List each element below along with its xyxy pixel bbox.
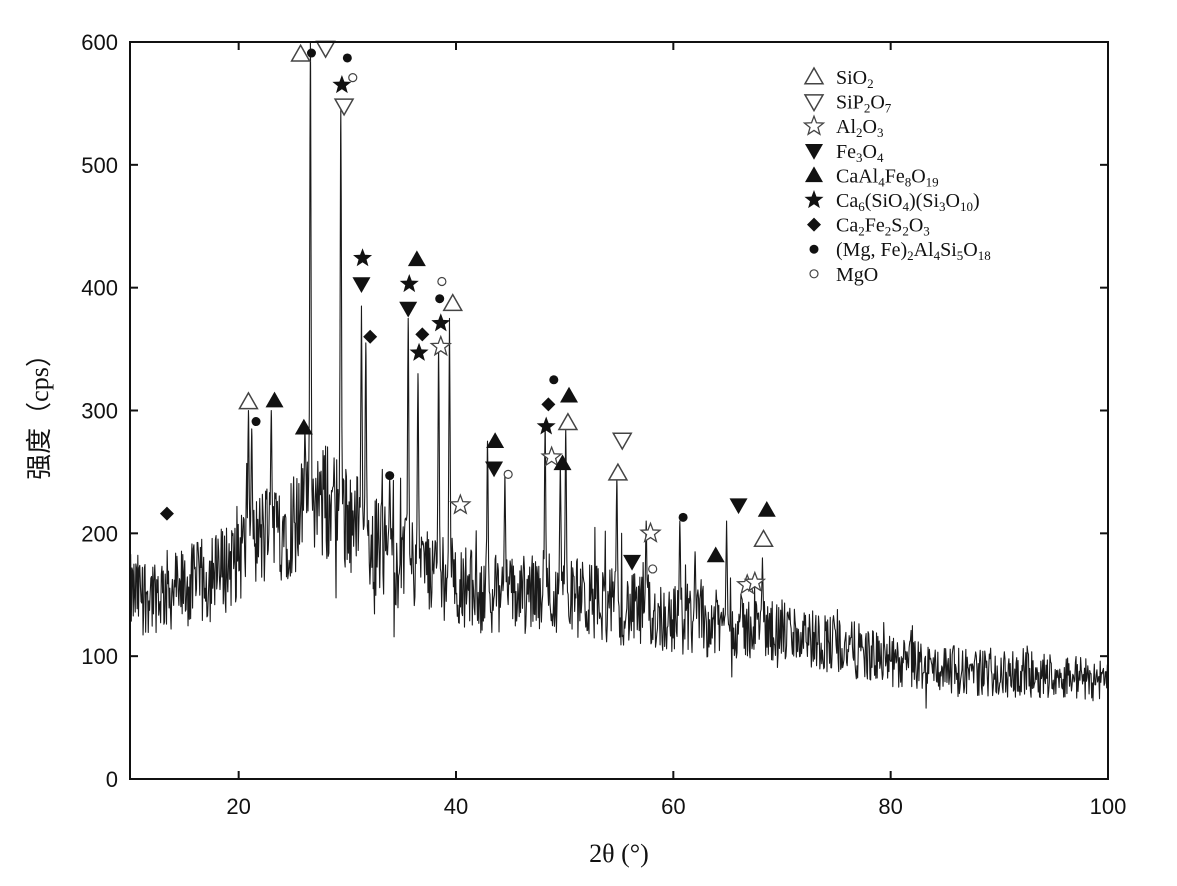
legend-marker [803, 94, 825, 113]
xrd-pattern-line [129, 41, 1109, 709]
legend-label: Ca6(SiO4)(Si3O10) [836, 190, 980, 214]
phase-marker [437, 276, 447, 287]
phase-marker [407, 250, 426, 267]
phase-marker [485, 461, 504, 478]
legend-label: SiP2O7 [836, 92, 892, 116]
legend-marker [803, 66, 825, 85]
phase-marker [294, 418, 313, 435]
legend-marker [805, 166, 823, 183]
phase-marker [486, 432, 505, 448]
y-tick-label: 600 [81, 30, 118, 55]
legend-label: (Mg, Fe)2Al4Si5O18 [836, 239, 991, 263]
legend-label: CaAl4Fe8O19 [836, 165, 939, 189]
phase-marker [623, 554, 642, 571]
legend: SiO2SiP2O7Al2O3Fe3O4CaAl4Fe8O19Ca6(SiO4)… [802, 66, 991, 286]
phase-marker [706, 546, 725, 563]
y-tick-label: 0 [106, 767, 118, 792]
phase-marker [409, 342, 429, 361]
x-tick-label: 40 [444, 794, 468, 819]
y-axis-title: 强度（cps） [25, 341, 54, 480]
phase-marker [449, 493, 472, 515]
phase-marker [678, 512, 688, 522]
phase-marker [306, 48, 316, 58]
y-tick-label: 400 [81, 276, 118, 301]
y-tick-label: 100 [81, 644, 118, 669]
phase-marker [431, 313, 451, 332]
x-tick-label: 60 [661, 794, 685, 819]
phase-marker [549, 375, 559, 385]
y-tick-label: 500 [81, 153, 118, 178]
phase-marker [435, 294, 445, 304]
legend-label: Ca2Fe2S2O3 [836, 215, 930, 239]
legend-label: MgO [836, 264, 878, 286]
legend-marker [802, 114, 826, 136]
phase-marker [265, 391, 284, 408]
phase-marker [753, 528, 774, 547]
phase-marker [743, 570, 767, 593]
phase-marker [290, 43, 311, 62]
legend-label: Fe3O4 [836, 141, 884, 165]
x-axis-title: 2θ (°) [589, 839, 649, 868]
phase-marker [353, 248, 373, 267]
phase-marker [315, 40, 336, 59]
x-tick-label: 20 [226, 794, 250, 819]
phase-marker [363, 329, 378, 344]
y-tick-label: 200 [81, 521, 118, 546]
x-tick-label: 80 [878, 794, 902, 819]
phase-marker [399, 273, 419, 293]
phase-marker [560, 386, 579, 403]
legend-marker [809, 269, 819, 279]
phase-marker [540, 445, 563, 467]
phase-marker [611, 432, 633, 451]
phase-marker [342, 53, 352, 63]
legend-label: SiO2 [836, 67, 874, 91]
phase-marker [333, 98, 355, 117]
legend-marker [809, 244, 819, 254]
phase-marker [541, 397, 556, 412]
legend-marker [807, 217, 821, 232]
legend-marker [805, 144, 823, 160]
phase-markers [159, 40, 776, 595]
phase-marker [729, 498, 748, 515]
phase-marker [385, 471, 395, 481]
legend-label: Al2O3 [836, 116, 883, 140]
xrd-pattern-series [129, 41, 1109, 709]
phase-marker [251, 417, 261, 427]
legend-marker [804, 190, 824, 209]
phase-marker [332, 74, 352, 94]
phase-marker [429, 334, 453, 357]
phase-marker [238, 391, 259, 410]
phase-marker [503, 469, 513, 479]
phase-marker [553, 454, 572, 471]
x-tick-label: 100 [1090, 794, 1127, 819]
phase-marker [639, 521, 662, 543]
phase-marker [399, 301, 418, 318]
phase-marker [348, 73, 358, 83]
phase-marker [442, 293, 464, 312]
phase-marker [607, 462, 629, 481]
phase-marker [536, 416, 556, 435]
axes: 20 40 60 80 100 0 100 200 300 400 500 600 [81, 30, 1126, 819]
phase-marker [757, 500, 776, 517]
phase-marker [352, 277, 371, 293]
y-tick-label: 300 [81, 399, 118, 424]
phase-marker [557, 412, 579, 431]
phase-marker [648, 564, 658, 574]
phase-marker [159, 506, 174, 521]
plot-frame [129, 41, 1109, 780]
phase-marker [415, 327, 430, 342]
